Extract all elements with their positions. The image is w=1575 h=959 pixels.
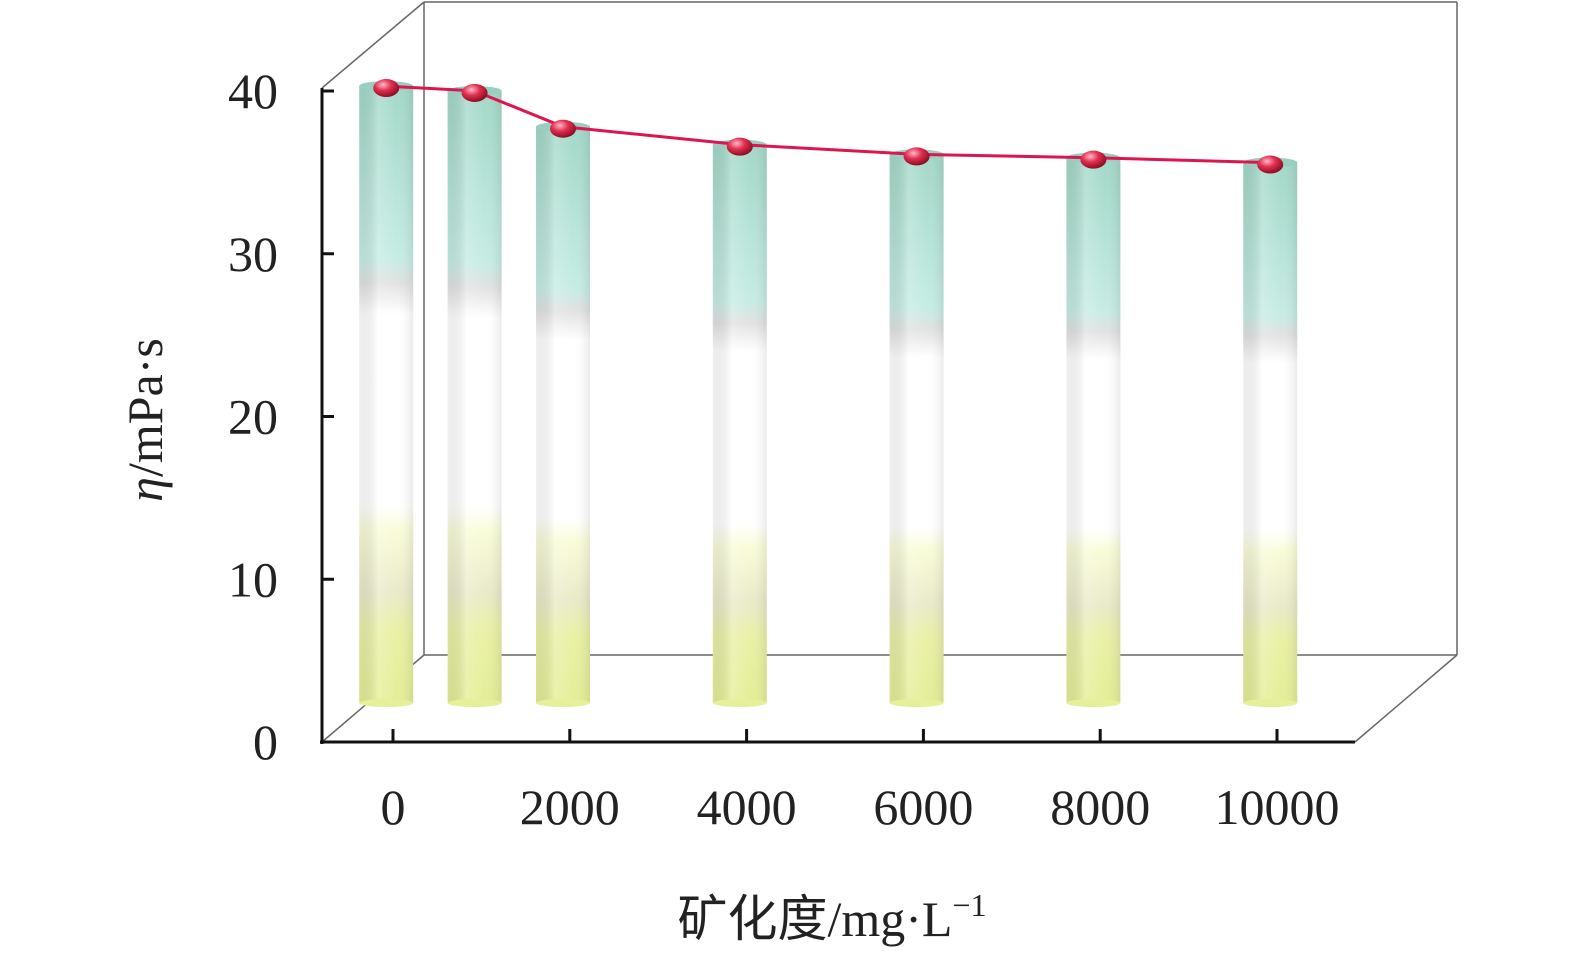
- bar: [536, 121, 590, 707]
- data-point: [903, 147, 930, 166]
- y-tick-label: 10: [228, 551, 278, 607]
- bar: [889, 149, 944, 707]
- bar-shading: [536, 126, 590, 703]
- bar: [359, 81, 414, 707]
- x-tick-label: 10000: [1215, 779, 1340, 835]
- bar-series: [359, 81, 1298, 707]
- x-axis-title-superscript: −1: [952, 887, 986, 923]
- data-point: [373, 79, 400, 98]
- bar: [1066, 152, 1121, 707]
- x-tick-label: 0: [381, 779, 406, 835]
- x-tick-label: 2000: [520, 779, 620, 835]
- data-point: [1257, 155, 1284, 174]
- x-tick-label: 8000: [1050, 779, 1150, 835]
- box-top-left-diagonal: [321, 1, 425, 89]
- x-tick-label: 6000: [873, 779, 973, 835]
- series-line: [386, 84, 1271, 165]
- x-axis-title-text: 矿化度/mg·L: [677, 891, 952, 947]
- bar-shading: [447, 90, 502, 703]
- y-ticks: 0 10 20 30 40: [228, 63, 334, 770]
- box-floor-right-diagonal: [1354, 654, 1458, 743]
- y-tick-label: 20: [228, 389, 278, 445]
- x-axis-title: 矿化度/mg·L−1: [677, 887, 986, 947]
- line-series: [373, 79, 1284, 174]
- y-axis-title-symbol: η: [117, 477, 173, 502]
- data-point: [461, 83, 488, 102]
- y-tick-label: 40: [228, 63, 278, 119]
- x-ticks: 0 2000 4000 6000 8000 10000: [381, 729, 1340, 835]
- bar: [1243, 157, 1298, 707]
- data-point: [1080, 150, 1107, 169]
- x-tick-label: 4000: [697, 779, 797, 835]
- bar-base: [359, 699, 414, 707]
- bar: [712, 139, 767, 707]
- data-point: [726, 137, 753, 156]
- y-tick-label: 30: [228, 226, 278, 282]
- bar-base: [536, 699, 590, 707]
- bar-base: [712, 699, 767, 707]
- data-point: [550, 119, 576, 138]
- bar-shading: [712, 144, 767, 703]
- bar-shading: [1066, 157, 1121, 704]
- y-axis-title-text: /mPa·s: [117, 338, 173, 477]
- bar-shading: [889, 154, 944, 704]
- bar-base: [889, 699, 944, 707]
- bar-base: [447, 699, 502, 707]
- bar: [447, 85, 502, 707]
- bar-shading: [359, 86, 414, 703]
- bar-base: [1243, 699, 1298, 707]
- bar-shading: [1243, 162, 1298, 704]
- y-axis-title: η/mPa·s: [117, 338, 173, 502]
- y-tick-label: 0: [253, 714, 278, 770]
- bar-base: [1066, 699, 1121, 707]
